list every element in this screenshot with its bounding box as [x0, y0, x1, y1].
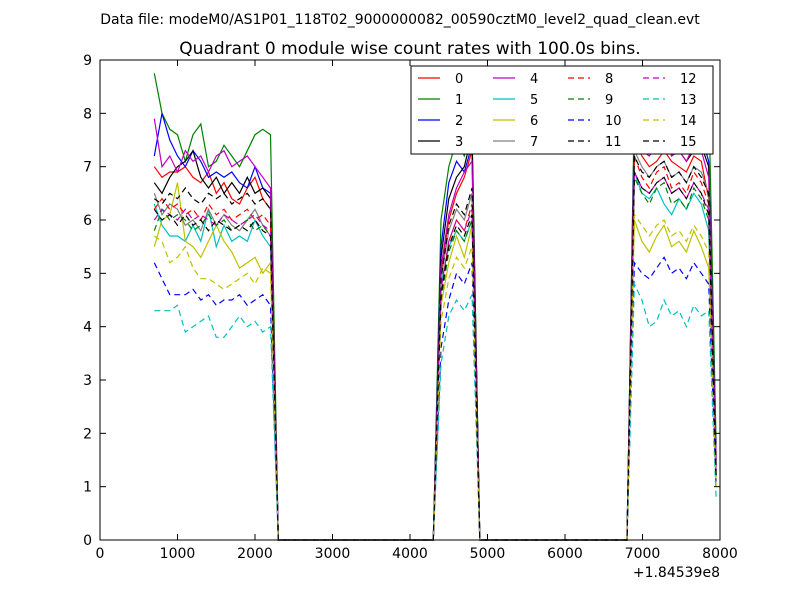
series-line-9 [153, 177, 717, 541]
x-tick-label: 4000 [392, 546, 428, 562]
series-line-14 [153, 212, 717, 541]
x-tick-label: 3000 [315, 546, 351, 562]
legend-label-1: 1 [455, 93, 463, 108]
x-tick-label: 6000 [547, 546, 583, 562]
legend-label-10: 10 [605, 114, 622, 129]
legend-label-15: 15 [680, 135, 697, 150]
x-tick-label: 5000 [470, 546, 506, 562]
y-tick-label: 4 [83, 320, 92, 336]
x-offset-label: +1.84539e8 [633, 565, 720, 581]
y-tick-label: 8 [83, 106, 92, 122]
legend-label-3: 3 [455, 135, 463, 150]
legend-label-11: 11 [605, 135, 622, 150]
x-tick-label: 8000 [702, 546, 738, 562]
series-lines [153, 73, 717, 541]
y-tick-label: 2 [83, 426, 92, 442]
x-tick-label: 7000 [625, 546, 661, 562]
axis-ticks: 0 1000 2000 3000 4000 5000 6000 7000 80000123456… [83, 53, 738, 562]
y-tick-label: 1 [83, 480, 92, 496]
series-line-13 [154, 283, 717, 541]
series-line-0 [153, 139, 717, 541]
legend-label-4: 4 [530, 72, 538, 87]
y-tick-label: 9 [83, 53, 92, 69]
legend-label-2: 2 [455, 114, 463, 129]
legend-label-7: 7 [530, 135, 538, 150]
legend-label-14: 14 [680, 114, 697, 129]
series-line-12 [153, 171, 717, 541]
legend-label-6: 6 [530, 114, 538, 129]
legend-label-9: 9 [605, 93, 613, 108]
x-tick-label: 2000 [237, 546, 273, 562]
x-tick-label: 1000 [160, 546, 196, 562]
legend-label-5: 5 [530, 93, 538, 108]
series-line-6 [153, 182, 717, 541]
legend-label-13: 13 [680, 93, 697, 108]
y-tick-label: 0 [83, 533, 92, 549]
y-tick-label: 6 [83, 213, 92, 229]
y-tick-label: 5 [83, 266, 92, 282]
chart-title: Quadrant 0 module wise count rates with … [179, 39, 640, 59]
y-tick-label: 3 [83, 373, 92, 389]
suptitle: Data file: modeM0/AS1P01_118T02_90000000… [100, 12, 700, 28]
legend-label-0: 0 [455, 72, 463, 87]
series-line-15 [153, 171, 717, 541]
series-line-10 [153, 256, 717, 541]
series-line-11 [153, 155, 717, 541]
legend-label-12: 12 [680, 72, 697, 87]
legend-box [410, 65, 714, 155]
y-tick-label: 7 [83, 160, 92, 176]
legend-label-8: 8 [605, 72, 613, 87]
x-tick-label: 0 [96, 546, 105, 562]
